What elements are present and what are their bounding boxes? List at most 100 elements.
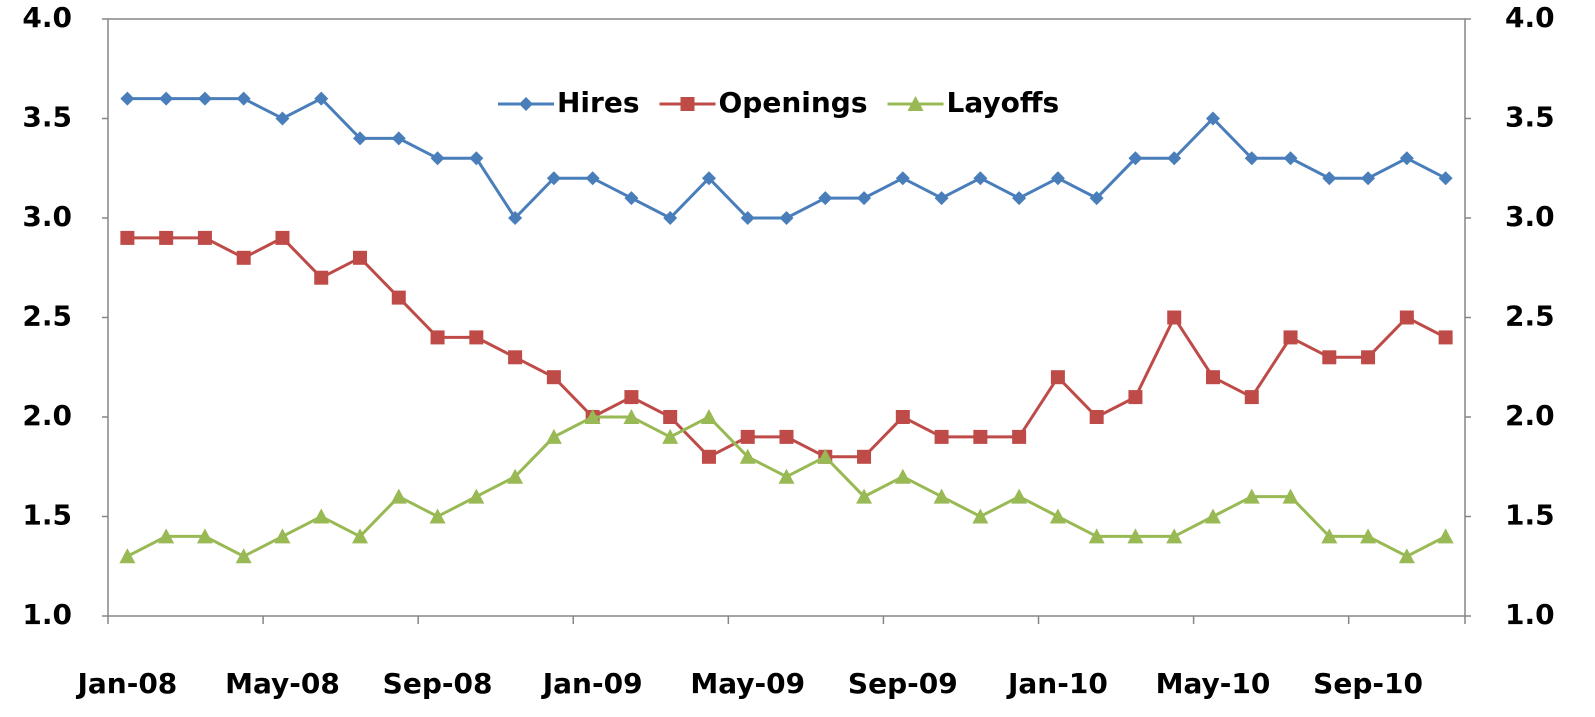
- marker: [1438, 330, 1453, 345]
- y2-tick-label: 3.0: [1505, 200, 1555, 233]
- marker: [236, 91, 251, 106]
- marker: [779, 211, 794, 225]
- legend-item: Hires: [498, 86, 640, 119]
- marker: [236, 250, 251, 265]
- marker: [1204, 508, 1221, 524]
- marker: [120, 91, 135, 106]
- marker: [1127, 528, 1144, 544]
- marker: [546, 370, 561, 385]
- marker: [895, 410, 910, 424]
- marker: [430, 330, 445, 345]
- marker: [857, 449, 872, 464]
- marker: [973, 171, 988, 186]
- marker: [895, 171, 910, 186]
- y-tick-label: 4.0: [22, 1, 72, 34]
- marker: [469, 330, 484, 345]
- marker: [778, 468, 795, 484]
- marker: [314, 270, 329, 285]
- marker: [1398, 548, 1415, 564]
- legend-label: Layoffs: [947, 86, 1060, 119]
- x-tick-label: Jan-09: [541, 667, 643, 700]
- marker: [353, 131, 368, 146]
- y2-tick-label: 2.0: [1505, 399, 1555, 432]
- marker: [663, 211, 678, 225]
- marker: [933, 488, 950, 504]
- marker: [623, 409, 640, 424]
- marker: [972, 508, 989, 524]
- marker: [1012, 429, 1027, 444]
- marker: [1360, 528, 1377, 544]
- y-tick-label: 3.0: [22, 200, 72, 233]
- legend-label: Hires: [557, 86, 640, 119]
- marker: [1088, 528, 1105, 544]
- x-tick-label: Jan-08: [75, 667, 177, 700]
- marker: [1205, 111, 1220, 126]
- marker: [1322, 350, 1337, 365]
- y2-tick-label: 4.0: [1505, 1, 1555, 34]
- marker: [663, 410, 678, 424]
- marker: [352, 528, 369, 544]
- marker: [857, 191, 872, 206]
- marker: [973, 429, 988, 444]
- marker: [468, 488, 485, 504]
- marker: [856, 488, 873, 504]
- marker: [700, 409, 717, 424]
- marker: [1050, 171, 1065, 186]
- y-tick-label: 2.0: [22, 399, 72, 432]
- marker: [584, 409, 601, 424]
- marker: [353, 250, 368, 265]
- marker: [1283, 151, 1298, 166]
- y-tick-label: 3.5: [22, 101, 72, 134]
- marker: [120, 230, 135, 245]
- marker: [934, 429, 949, 444]
- marker: [1283, 330, 1298, 345]
- marker: [680, 97, 695, 111]
- marker: [508, 350, 523, 365]
- y-tick-label: 2.5: [22, 300, 72, 333]
- marker: [624, 390, 639, 405]
- marker: [701, 449, 716, 464]
- x-tick-label: May-10: [1156, 667, 1271, 700]
- marker: [1205, 370, 1220, 385]
- marker: [1049, 508, 1066, 524]
- marker: [1089, 410, 1104, 424]
- marker: [907, 96, 924, 111]
- marker: [159, 230, 174, 245]
- marker: [1243, 488, 1260, 504]
- marker: [274, 528, 291, 544]
- marker: [739, 448, 756, 464]
- x-tick-label: May-08: [225, 667, 340, 700]
- marker: [119, 548, 136, 564]
- marker: [158, 528, 175, 544]
- marker: [1399, 310, 1414, 325]
- marker: [197, 91, 212, 106]
- marker: [391, 131, 406, 146]
- marker: [546, 171, 561, 186]
- y2-tick-label: 1.5: [1505, 499, 1555, 532]
- marker: [390, 488, 407, 504]
- marker: [159, 91, 174, 106]
- marker: [1361, 350, 1376, 365]
- marker: [1244, 390, 1259, 405]
- marker: [1089, 191, 1104, 206]
- marker: [196, 528, 213, 544]
- x-tick-label: Sep-08: [383, 667, 493, 700]
- marker: [1321, 528, 1338, 544]
- marker: [1437, 528, 1454, 544]
- marker: [508, 211, 523, 225]
- marker: [235, 548, 252, 564]
- marker: [275, 230, 290, 245]
- x-tick-label: May-09: [690, 667, 805, 700]
- y2-tick-label: 1.0: [1505, 598, 1555, 631]
- marker: [1282, 488, 1299, 504]
- marker: [817, 448, 834, 464]
- marker: [545, 428, 562, 444]
- marker: [1012, 191, 1027, 206]
- y-tick-label: 1.5: [22, 499, 72, 532]
- legend-item: Layoffs: [887, 86, 1060, 119]
- marker: [1050, 370, 1065, 385]
- marker: [1438, 171, 1453, 186]
- marker: [197, 230, 212, 245]
- marker: [314, 91, 329, 106]
- marker: [662, 428, 679, 444]
